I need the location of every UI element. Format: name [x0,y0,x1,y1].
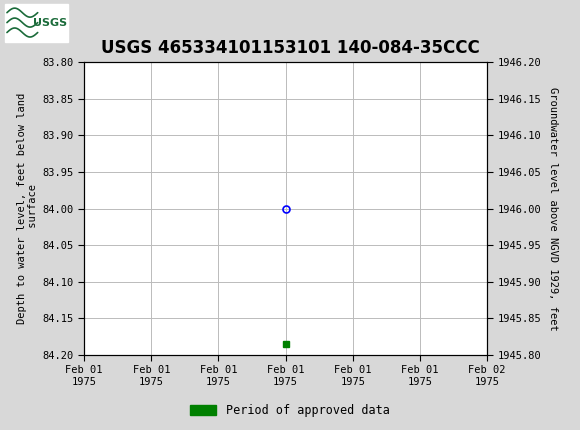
Text: USGS 465334101153101 140-084-35CCC: USGS 465334101153101 140-084-35CCC [100,39,480,57]
Bar [5,3,68,42]
Y-axis label: Depth to water level, feet below land
 surface: Depth to water level, feet below land su… [17,93,38,324]
Text: USGS: USGS [34,18,67,28]
Legend: Period of approved data: Period of approved data [186,399,394,422]
Y-axis label: Groundwater level above NGVD 1929, feet: Groundwater level above NGVD 1929, feet [548,87,559,330]
